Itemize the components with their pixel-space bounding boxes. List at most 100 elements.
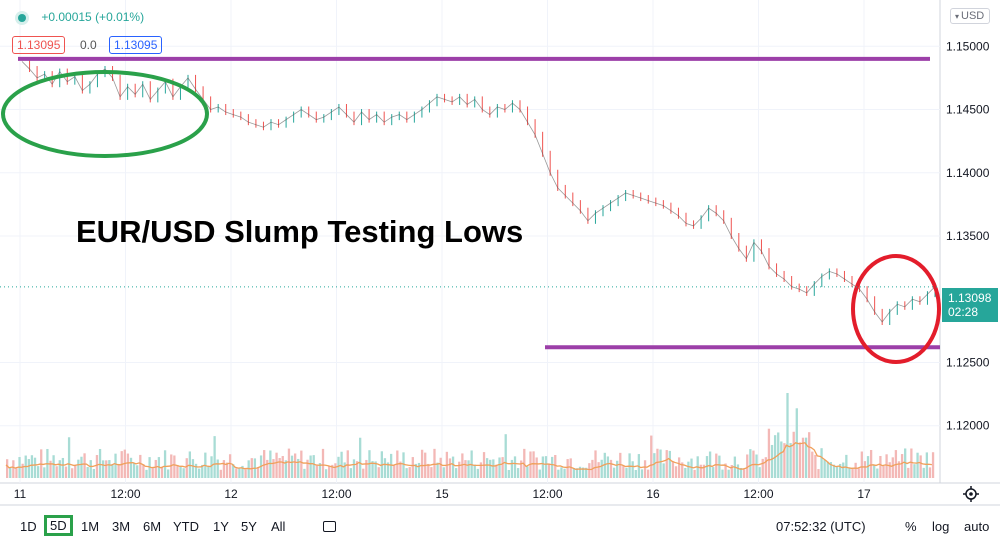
timeframe-3m-button[interactable]: 3M xyxy=(112,519,131,534)
bar-countdown: 02:28 xyxy=(948,305,979,319)
volume-bar xyxy=(207,466,210,478)
timeframe-1y-button[interactable]: 1Y xyxy=(213,519,229,534)
volume-bar xyxy=(498,457,501,478)
price-line xyxy=(21,61,936,323)
y-tick-label: 1.14000 xyxy=(946,166,990,180)
volume-bar xyxy=(702,464,706,478)
volume-bar xyxy=(677,457,681,478)
volume-bar xyxy=(885,454,888,478)
gear-icon[interactable] xyxy=(963,486,979,502)
volume-bar xyxy=(662,463,665,478)
volume-bar xyxy=(365,459,368,478)
volume-bar xyxy=(334,463,337,478)
timeframe-5y-button[interactable]: 5Y xyxy=(241,519,257,534)
volume-bar xyxy=(371,461,374,478)
calendar-icon[interactable] xyxy=(323,521,336,532)
x-tick-label: 12:00 xyxy=(110,487,140,501)
volume-bar xyxy=(532,451,535,478)
volume-bar xyxy=(535,457,538,478)
auto-toggle[interactable]: auto xyxy=(964,519,990,534)
x-tick-label: 12 xyxy=(224,487,238,501)
price-series xyxy=(21,58,936,326)
volume-bar xyxy=(340,451,343,478)
volume-bar xyxy=(538,469,541,478)
volume-bar xyxy=(219,469,222,478)
last-price-value: 1.13098 xyxy=(948,291,992,305)
volume-bar xyxy=(854,462,857,478)
volume-bar xyxy=(581,467,585,478)
volume-bar xyxy=(36,466,40,478)
volume-bar xyxy=(504,434,507,478)
volume-bar xyxy=(479,462,483,478)
volume-bar xyxy=(61,457,65,478)
volume-bar xyxy=(557,469,560,478)
volume-bar xyxy=(808,432,811,478)
volume-bar xyxy=(111,464,114,478)
legend: +0.00015 (+0.01%) xyxy=(18,10,144,24)
log-toggle[interactable]: log xyxy=(932,519,950,534)
volume-bar xyxy=(201,464,204,478)
volume-bar xyxy=(241,465,244,478)
volume-bar xyxy=(284,460,287,478)
timeframe-6m-button[interactable]: 6M xyxy=(143,519,162,534)
volume-bar xyxy=(95,455,99,478)
grid xyxy=(0,0,940,483)
volume-bar xyxy=(631,461,634,478)
volume-bar xyxy=(362,468,365,478)
y-tick-label: 1.12000 xyxy=(946,419,990,433)
volume-bar xyxy=(176,464,179,478)
ask-box[interactable]: 1.13095 xyxy=(109,36,163,54)
volume-bar xyxy=(594,450,597,478)
volume-bar xyxy=(526,466,529,478)
volume-bar xyxy=(851,467,854,478)
volume-bar xyxy=(572,468,575,478)
volume-bar xyxy=(516,468,520,478)
volume-bar xyxy=(489,459,492,478)
volume-bar xyxy=(786,393,789,478)
timeframe-5d-button[interactable]: 5D xyxy=(44,515,73,536)
volume-bar xyxy=(888,462,891,478)
x-tick-label: 12:00 xyxy=(743,487,773,501)
volume-bar xyxy=(235,468,238,478)
volume-bar xyxy=(287,448,291,478)
timeframe-all-button[interactable]: All xyxy=(271,519,286,534)
volume-bar xyxy=(101,460,105,478)
timeframe-ytd-button[interactable]: YTD xyxy=(173,519,199,534)
volume-bar xyxy=(547,463,551,478)
timeframe-1m-button[interactable]: 1M xyxy=(81,519,100,534)
volume-bar xyxy=(21,463,24,478)
y-tick-label: 1.14500 xyxy=(946,103,990,117)
volume-bar xyxy=(746,454,749,478)
volume-bar xyxy=(690,458,693,478)
volume-bar xyxy=(9,467,12,478)
highlight-circle-red xyxy=(851,254,941,364)
volume-bar xyxy=(708,451,712,478)
percent-toggle[interactable]: % xyxy=(905,519,917,534)
volume-bar xyxy=(389,453,393,478)
currency-dropdown[interactable]: ▾ USD xyxy=(950,8,990,24)
volume-bar xyxy=(151,468,154,478)
volume-bar xyxy=(182,468,185,478)
volume-bar xyxy=(386,462,390,478)
volume-bar xyxy=(495,464,498,478)
price-scale[interactable] xyxy=(940,0,1000,483)
volume-bar xyxy=(835,466,839,478)
volume-bar xyxy=(575,468,579,478)
timeframe-1d-button[interactable]: 1D xyxy=(20,519,37,534)
bid-box[interactable]: 1.13095 xyxy=(12,36,66,54)
volume-bar xyxy=(643,460,647,478)
utc-clock[interactable]: 07:52:32 (UTC) xyxy=(776,519,866,534)
x-tick-label: 16 xyxy=(646,487,660,501)
volume-bar xyxy=(80,456,83,478)
volume-bar xyxy=(755,454,758,478)
volume-bars xyxy=(5,393,935,478)
last-price-label: 1.13098 02:28 xyxy=(942,288,998,322)
volume-bar xyxy=(681,462,684,478)
y-tick-label: 1.12500 xyxy=(946,355,990,369)
volume-bar xyxy=(907,467,910,478)
volume-bar xyxy=(43,467,46,478)
volume-bar xyxy=(244,469,247,478)
volume-bar xyxy=(359,437,362,478)
volume-bar xyxy=(857,468,860,478)
